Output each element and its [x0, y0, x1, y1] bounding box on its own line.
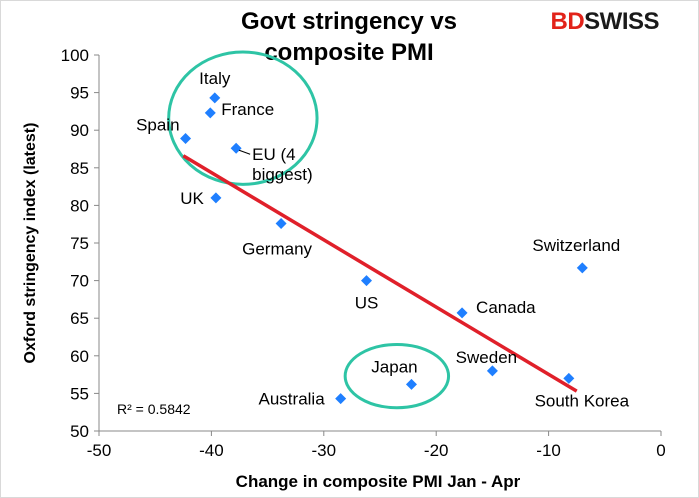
logo-part-swiss: SWISS	[584, 8, 659, 35]
logo-part-bd: BD	[550, 8, 585, 35]
point-label-line: biggest)	[252, 165, 312, 184]
point-label-line: Canada	[476, 298, 536, 317]
data-point	[456, 307, 468, 319]
data-points	[180, 92, 588, 405]
point-label: Canada	[476, 298, 536, 317]
x-axis-label: Change in composite PMI Jan - Apr	[236, 472, 521, 491]
chart-title-line: composite PMI	[264, 39, 433, 66]
data-point	[180, 132, 192, 144]
data-point	[210, 192, 222, 204]
point-label: Australia	[259, 390, 326, 409]
point-label-line: France	[221, 100, 274, 119]
y-tick-label: 70	[70, 272, 89, 291]
y-tick-label: 50	[70, 422, 89, 441]
eu-leader-line	[238, 149, 251, 155]
annotations: R² = 0.5842	[117, 401, 191, 417]
y-tick-label: 80	[70, 196, 89, 215]
y-tick-label: 65	[70, 309, 89, 328]
point-label-line: US	[355, 294, 379, 313]
point-label: Spain	[136, 115, 179, 134]
point-label-line: Sweden	[456, 348, 517, 367]
y-tick-label: 85	[70, 159, 89, 178]
data-point	[204, 107, 216, 119]
point-label: US	[355, 294, 379, 313]
x-tick-label: -50	[87, 441, 112, 460]
data-point	[576, 262, 588, 274]
point-label-line: UK	[180, 189, 204, 208]
axes: 50 55 60 65 70 75 80 85 90 95 100 -50 -40 -30 -20 -10 0 C…	[22, 46, 666, 491]
point-label: Sweden	[456, 348, 517, 367]
point-label: Switzerland	[532, 236, 620, 255]
point-label: Italy	[199, 69, 231, 88]
data-point	[563, 372, 575, 384]
data-point	[361, 275, 373, 287]
y-tick-label: 95	[70, 84, 89, 103]
point-labels: Italy France Spain EU (4 biggest) UK Germany US…	[136, 69, 630, 410]
data-point	[335, 393, 347, 405]
x-tick-label: -20	[424, 441, 449, 460]
point-label-line: Australia	[259, 390, 326, 409]
data-point	[209, 92, 221, 104]
data-point	[405, 378, 417, 390]
point-label: EU (4 biggest)	[252, 145, 312, 184]
r-squared-label: R² = 0.5842	[117, 401, 191, 417]
x-tick-label: -40	[199, 441, 224, 460]
point-label: Japan	[371, 357, 417, 376]
x-tick-label: -30	[312, 441, 337, 460]
data-point	[230, 142, 242, 154]
trendline	[182, 154, 578, 393]
point-label-line: EU (4	[252, 145, 295, 164]
y-tick-label: 60	[70, 347, 89, 366]
point-label: Germany	[242, 239, 312, 258]
y-axis-label: Oxford stringency index (latest)	[22, 123, 39, 364]
x-tick-label: -10	[536, 441, 561, 460]
data-point	[486, 365, 498, 377]
point-label-line: Japan	[371, 357, 417, 376]
chart-title: Govt stringency vs composite PMI	[241, 8, 457, 66]
highlight-ellipse	[343, 343, 451, 410]
point-label-line: Germany	[242, 239, 312, 258]
point-label-line: South Korea	[535, 391, 630, 410]
data-point	[275, 217, 287, 229]
y-tick-label: 55	[70, 384, 89, 403]
x-tick-label: 0	[656, 441, 665, 460]
point-label-line: Spain	[136, 115, 179, 134]
point-label: UK	[180, 189, 204, 208]
point-label-line: Switzerland	[532, 236, 620, 255]
y-tick-label: 100	[61, 46, 89, 65]
trendline-line	[182, 154, 578, 393]
y-tick-label: 75	[70, 234, 89, 253]
y-tick-label: 90	[70, 121, 89, 140]
highlight-circles	[167, 50, 451, 410]
point-label: France	[221, 100, 274, 119]
highlight-ellipse	[167, 50, 319, 186]
bdswiss-logo: BDSWISS	[550, 8, 659, 36]
point-label: South Korea	[535, 391, 630, 410]
point-label-line: Italy	[199, 69, 231, 88]
chart-title-line: Govt stringency vs	[241, 8, 457, 35]
